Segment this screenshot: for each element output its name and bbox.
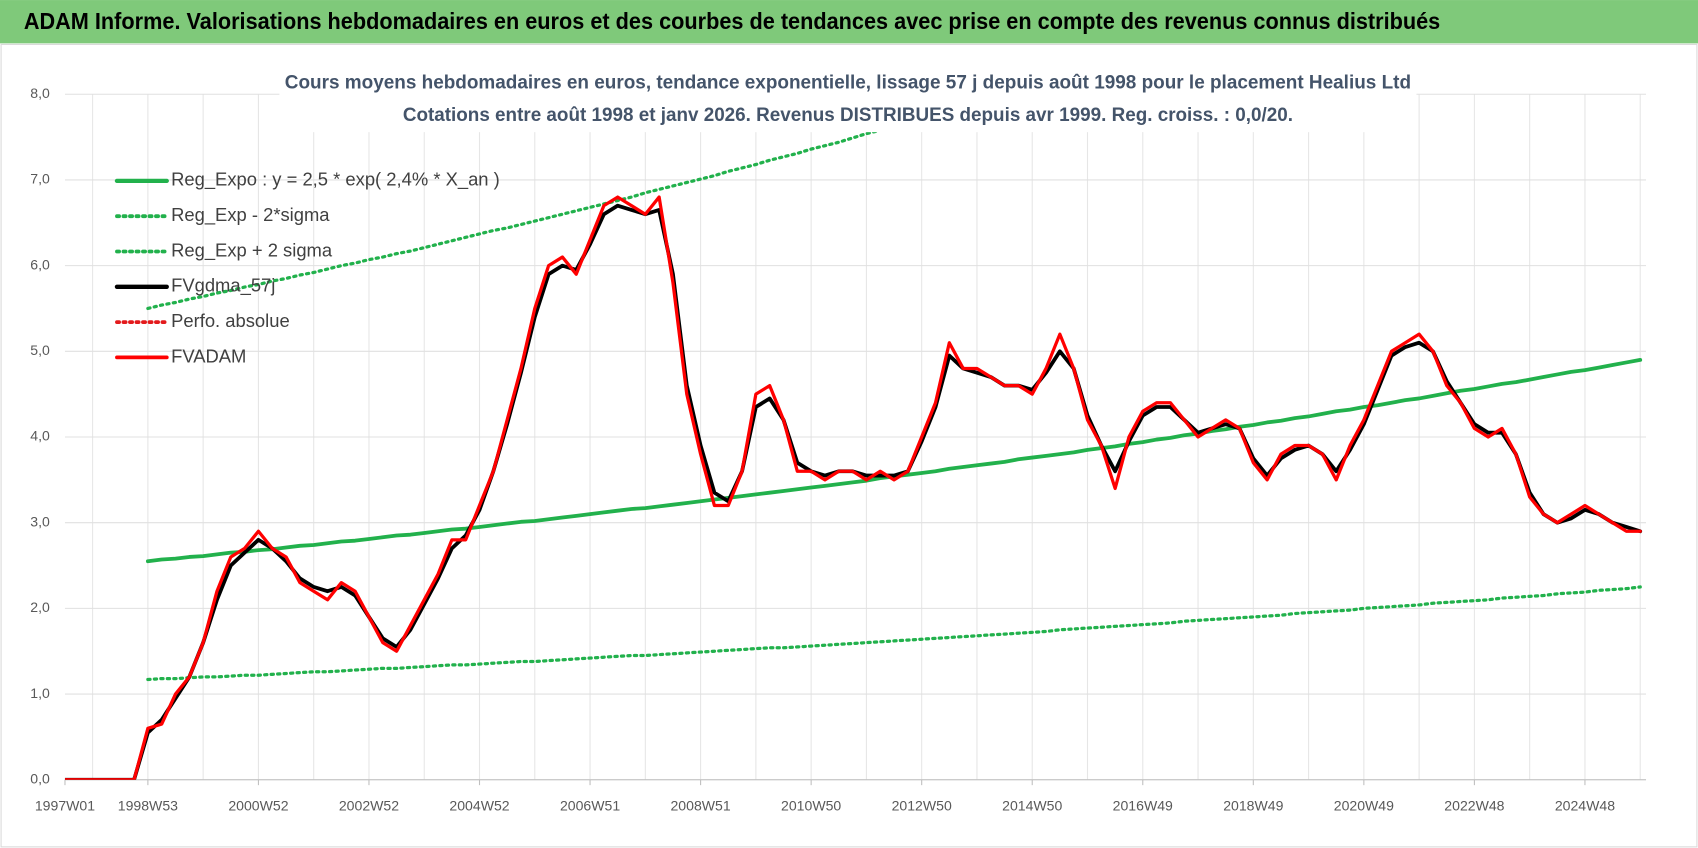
y-tick-label: 5,0 bbox=[30, 342, 50, 358]
x-tick-label: 1997W01 bbox=[35, 798, 95, 814]
x-tick-label: 2002W52 bbox=[339, 798, 399, 814]
y-tick-label: 7,0 bbox=[30, 171, 50, 187]
series-line bbox=[64, 195, 1642, 780]
x-tick-label: 2010W50 bbox=[781, 798, 841, 814]
x-tick-label: 2018W49 bbox=[1223, 798, 1283, 814]
y-tick-label: 1,0 bbox=[30, 685, 50, 701]
y-tick-label: 3,0 bbox=[30, 513, 50, 529]
x-tick-label: 2022W48 bbox=[1444, 798, 1504, 814]
x-tick-label: 1998W53 bbox=[118, 798, 178, 814]
header-title: ADAM Informe. Valorisations hebdomadaire… bbox=[24, 8, 1440, 34]
x-tick-label: 2012W50 bbox=[892, 798, 952, 814]
legend: Reg_Expo : y = 2,5 * exp( 2,4% * X_an ) R… bbox=[114, 169, 500, 366]
y-tick-label: 2,0 bbox=[30, 599, 50, 615]
y-tick-label: 6,0 bbox=[30, 256, 50, 272]
y-tick-label: 0,0 bbox=[30, 770, 50, 786]
chart-border bbox=[0, 43, 1698, 848]
x-tick-label: 2008W51 bbox=[670, 798, 730, 814]
chart-title: Cours moyens hebdomadaires en euros, ten… bbox=[285, 72, 1411, 94]
series-line bbox=[146, 585, 1642, 682]
legend-label: Reg_Exp + 2 sigma bbox=[171, 239, 333, 261]
legend-label: Reg_Expo : y = 2,5 * exp( 2,4% * X_an ) bbox=[171, 169, 500, 191]
title-background bbox=[279, 67, 1417, 133]
legend-label: FVADAM bbox=[171, 345, 246, 366]
plot-area bbox=[64, 94, 1643, 780]
x-tick-label: 2004W52 bbox=[449, 798, 509, 814]
x-tick-label: 2000W52 bbox=[228, 798, 288, 814]
y-tick-label: 4,0 bbox=[30, 428, 50, 444]
legend-label: Reg_Exp - 2*sigma bbox=[171, 204, 330, 226]
x-tick-label: 2020W49 bbox=[1334, 798, 1394, 814]
x-tick-label: 2006W51 bbox=[560, 798, 620, 814]
x-tick-label: 2024W48 bbox=[1555, 798, 1615, 814]
header-bar bbox=[0, 0, 1698, 44]
legend-label: FVgdma_57j bbox=[171, 275, 275, 297]
chart-subtitle: Cotations entre août 1998 et janv 2026. … bbox=[403, 104, 1293, 126]
x-tick-label: 2014W50 bbox=[1002, 798, 1062, 814]
x-tick-label: 2016W49 bbox=[1113, 798, 1173, 814]
y-tick-label: 8,0 bbox=[30, 85, 50, 101]
legend-label: Perfo. absolue bbox=[171, 310, 290, 331]
